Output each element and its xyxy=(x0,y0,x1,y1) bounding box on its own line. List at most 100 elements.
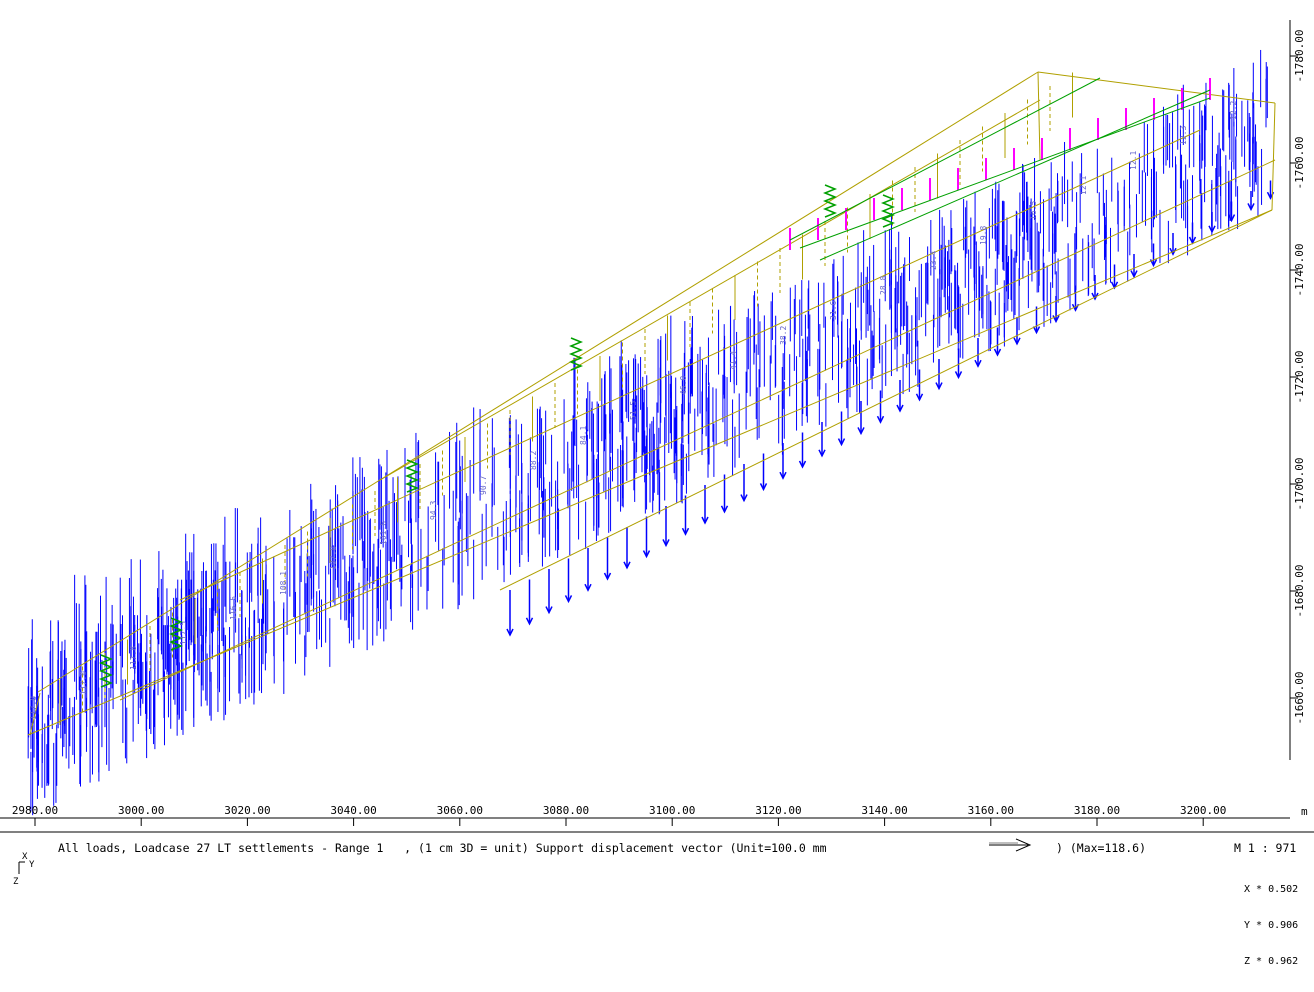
green-beam xyxy=(819,89,1211,261)
z-axis-ticks: -1780.00 -1760.00 -1740.00 -1720.00 -1700.00… xyxy=(1290,30,1306,725)
arrow-head xyxy=(545,606,553,615)
value-label: 117.8 xyxy=(129,646,138,670)
value-label: 117.0 xyxy=(29,696,38,720)
spring-support xyxy=(880,194,896,228)
value-label: 117.0 xyxy=(79,671,88,695)
arrow-head xyxy=(720,505,729,514)
arrow-head xyxy=(662,539,670,548)
value-label: 16.5 xyxy=(1029,201,1038,220)
spring-support xyxy=(98,654,114,688)
arrow-head xyxy=(1227,214,1236,223)
value-label: 51.5 xyxy=(629,401,638,420)
arrow-head xyxy=(603,572,612,581)
frame-edge xyxy=(379,99,1041,481)
value-label: 46.0 xyxy=(679,376,688,395)
caption-max: ) (Max=118.6) xyxy=(1056,841,1147,855)
scale-label: M 1 : 971 xyxy=(1234,841,1297,855)
z-tick-label: -1680.00 xyxy=(1293,565,1306,618)
arrow-head xyxy=(857,427,865,436)
spring-support xyxy=(168,617,184,651)
frame-edge xyxy=(179,129,1201,601)
arrow-head xyxy=(1188,236,1197,245)
displacement-vectors xyxy=(27,49,1275,816)
arrow-head xyxy=(974,359,982,368)
unit-arrow-icon xyxy=(989,838,1032,852)
x-tick-label: 3200.00 xyxy=(1180,804,1226,817)
z-tick-label: -1720.00 xyxy=(1293,351,1306,404)
value-label: 38.2 xyxy=(779,326,788,345)
x-tick-label: 3100.00 xyxy=(649,804,695,817)
z-tick-label: -1780.00 xyxy=(1293,30,1306,83)
x-tick-label: 3120.00 xyxy=(755,804,801,817)
svg-text:X: X xyxy=(22,852,28,862)
x-tick-label: 3080.00 xyxy=(543,804,589,817)
arrow-head xyxy=(740,494,748,503)
value-label: 107.8 xyxy=(329,546,338,570)
arrow-head xyxy=(642,550,651,559)
value-label: 116.5 xyxy=(229,596,238,620)
scale-factors: X * 0.502 Y * 0.906 Z * 0.962 xyxy=(1244,860,1298,992)
value-label: 12.1 xyxy=(1079,176,1088,195)
arrow-head xyxy=(818,449,826,458)
value-label: 41.4 xyxy=(729,351,738,370)
arrow-head xyxy=(681,527,690,536)
x-tick-label: 3160.00 xyxy=(968,804,1014,817)
arrow-head xyxy=(564,595,573,604)
x-axis-unit: m xyxy=(1301,805,1308,818)
z-tick-label: -1760.00 xyxy=(1293,137,1306,190)
arrow-head xyxy=(779,471,787,480)
frame-edge xyxy=(1037,71,1041,161)
value-label: 12.3 xyxy=(1179,126,1188,145)
factor-z: Z * 0.962 xyxy=(1244,956,1299,967)
x-axis-ticks: 2980.00 3000.00 3020.00 3040.00 3060.00 3080.… xyxy=(12,804,1226,826)
arrow-head xyxy=(1149,259,1158,268)
frame-edge xyxy=(37,71,1039,693)
value-label: 23.4 xyxy=(929,251,938,270)
arrow-head xyxy=(915,393,924,402)
x-tick-label: 3060.00 xyxy=(437,804,483,817)
arrow-head xyxy=(525,617,534,626)
factor-x: X * 0.502 xyxy=(1244,884,1299,895)
arrow-head xyxy=(1130,270,1138,279)
x-tick-label: 3140.00 xyxy=(861,804,907,817)
frame-edge xyxy=(499,209,1273,591)
arrow-head xyxy=(876,415,885,424)
arrow-head xyxy=(701,516,709,525)
spring-support xyxy=(568,337,584,371)
spring-support xyxy=(404,459,420,493)
svg-text:Y: Y xyxy=(29,860,35,870)
value-label: 101.6 xyxy=(379,521,388,545)
spring-support xyxy=(822,184,838,218)
value-label: 117.5 xyxy=(179,621,188,645)
arrow-head xyxy=(1247,203,1255,212)
arrow-head xyxy=(993,348,1002,357)
structure-frame xyxy=(27,71,1276,736)
arrow-head xyxy=(1091,292,1099,301)
svg-text:Z: Z xyxy=(13,877,19,886)
value-label: 94.3 xyxy=(429,501,438,520)
arrow-head xyxy=(896,404,904,413)
frame-edge xyxy=(29,692,41,736)
arrow-head xyxy=(506,628,514,637)
frame-edge xyxy=(27,209,1273,736)
factor-y: Y * 0.906 xyxy=(1244,920,1299,931)
frame-edge xyxy=(1037,71,1276,104)
z-tick-label: -1740.00 xyxy=(1293,244,1306,297)
support-springs xyxy=(98,184,896,688)
x-tick-label: 3180.00 xyxy=(1074,804,1120,817)
x-tick-label: 2980.00 xyxy=(12,804,58,817)
arrow-head xyxy=(935,382,943,391)
frame-edge xyxy=(119,159,1276,701)
value-label: 19.8 xyxy=(979,226,988,245)
arrow-head xyxy=(1208,225,1216,234)
arrow-head xyxy=(1032,326,1041,335)
model-viewport[interactable]: 117.0 117.0 117.8 117.5 116.5 108.1 107.8 101.6… xyxy=(0,0,1314,899)
arrow-head xyxy=(837,438,846,447)
arrow-head xyxy=(623,561,631,570)
value-label: 90.7 xyxy=(479,476,488,495)
axis-triad-icon: X Y Z xyxy=(13,852,35,886)
z-tick-label: -1660.00 xyxy=(1293,672,1306,725)
x-tick-label: 3000.00 xyxy=(118,804,164,817)
arrow-head xyxy=(584,583,592,592)
value-label: 28.8 xyxy=(879,276,888,295)
